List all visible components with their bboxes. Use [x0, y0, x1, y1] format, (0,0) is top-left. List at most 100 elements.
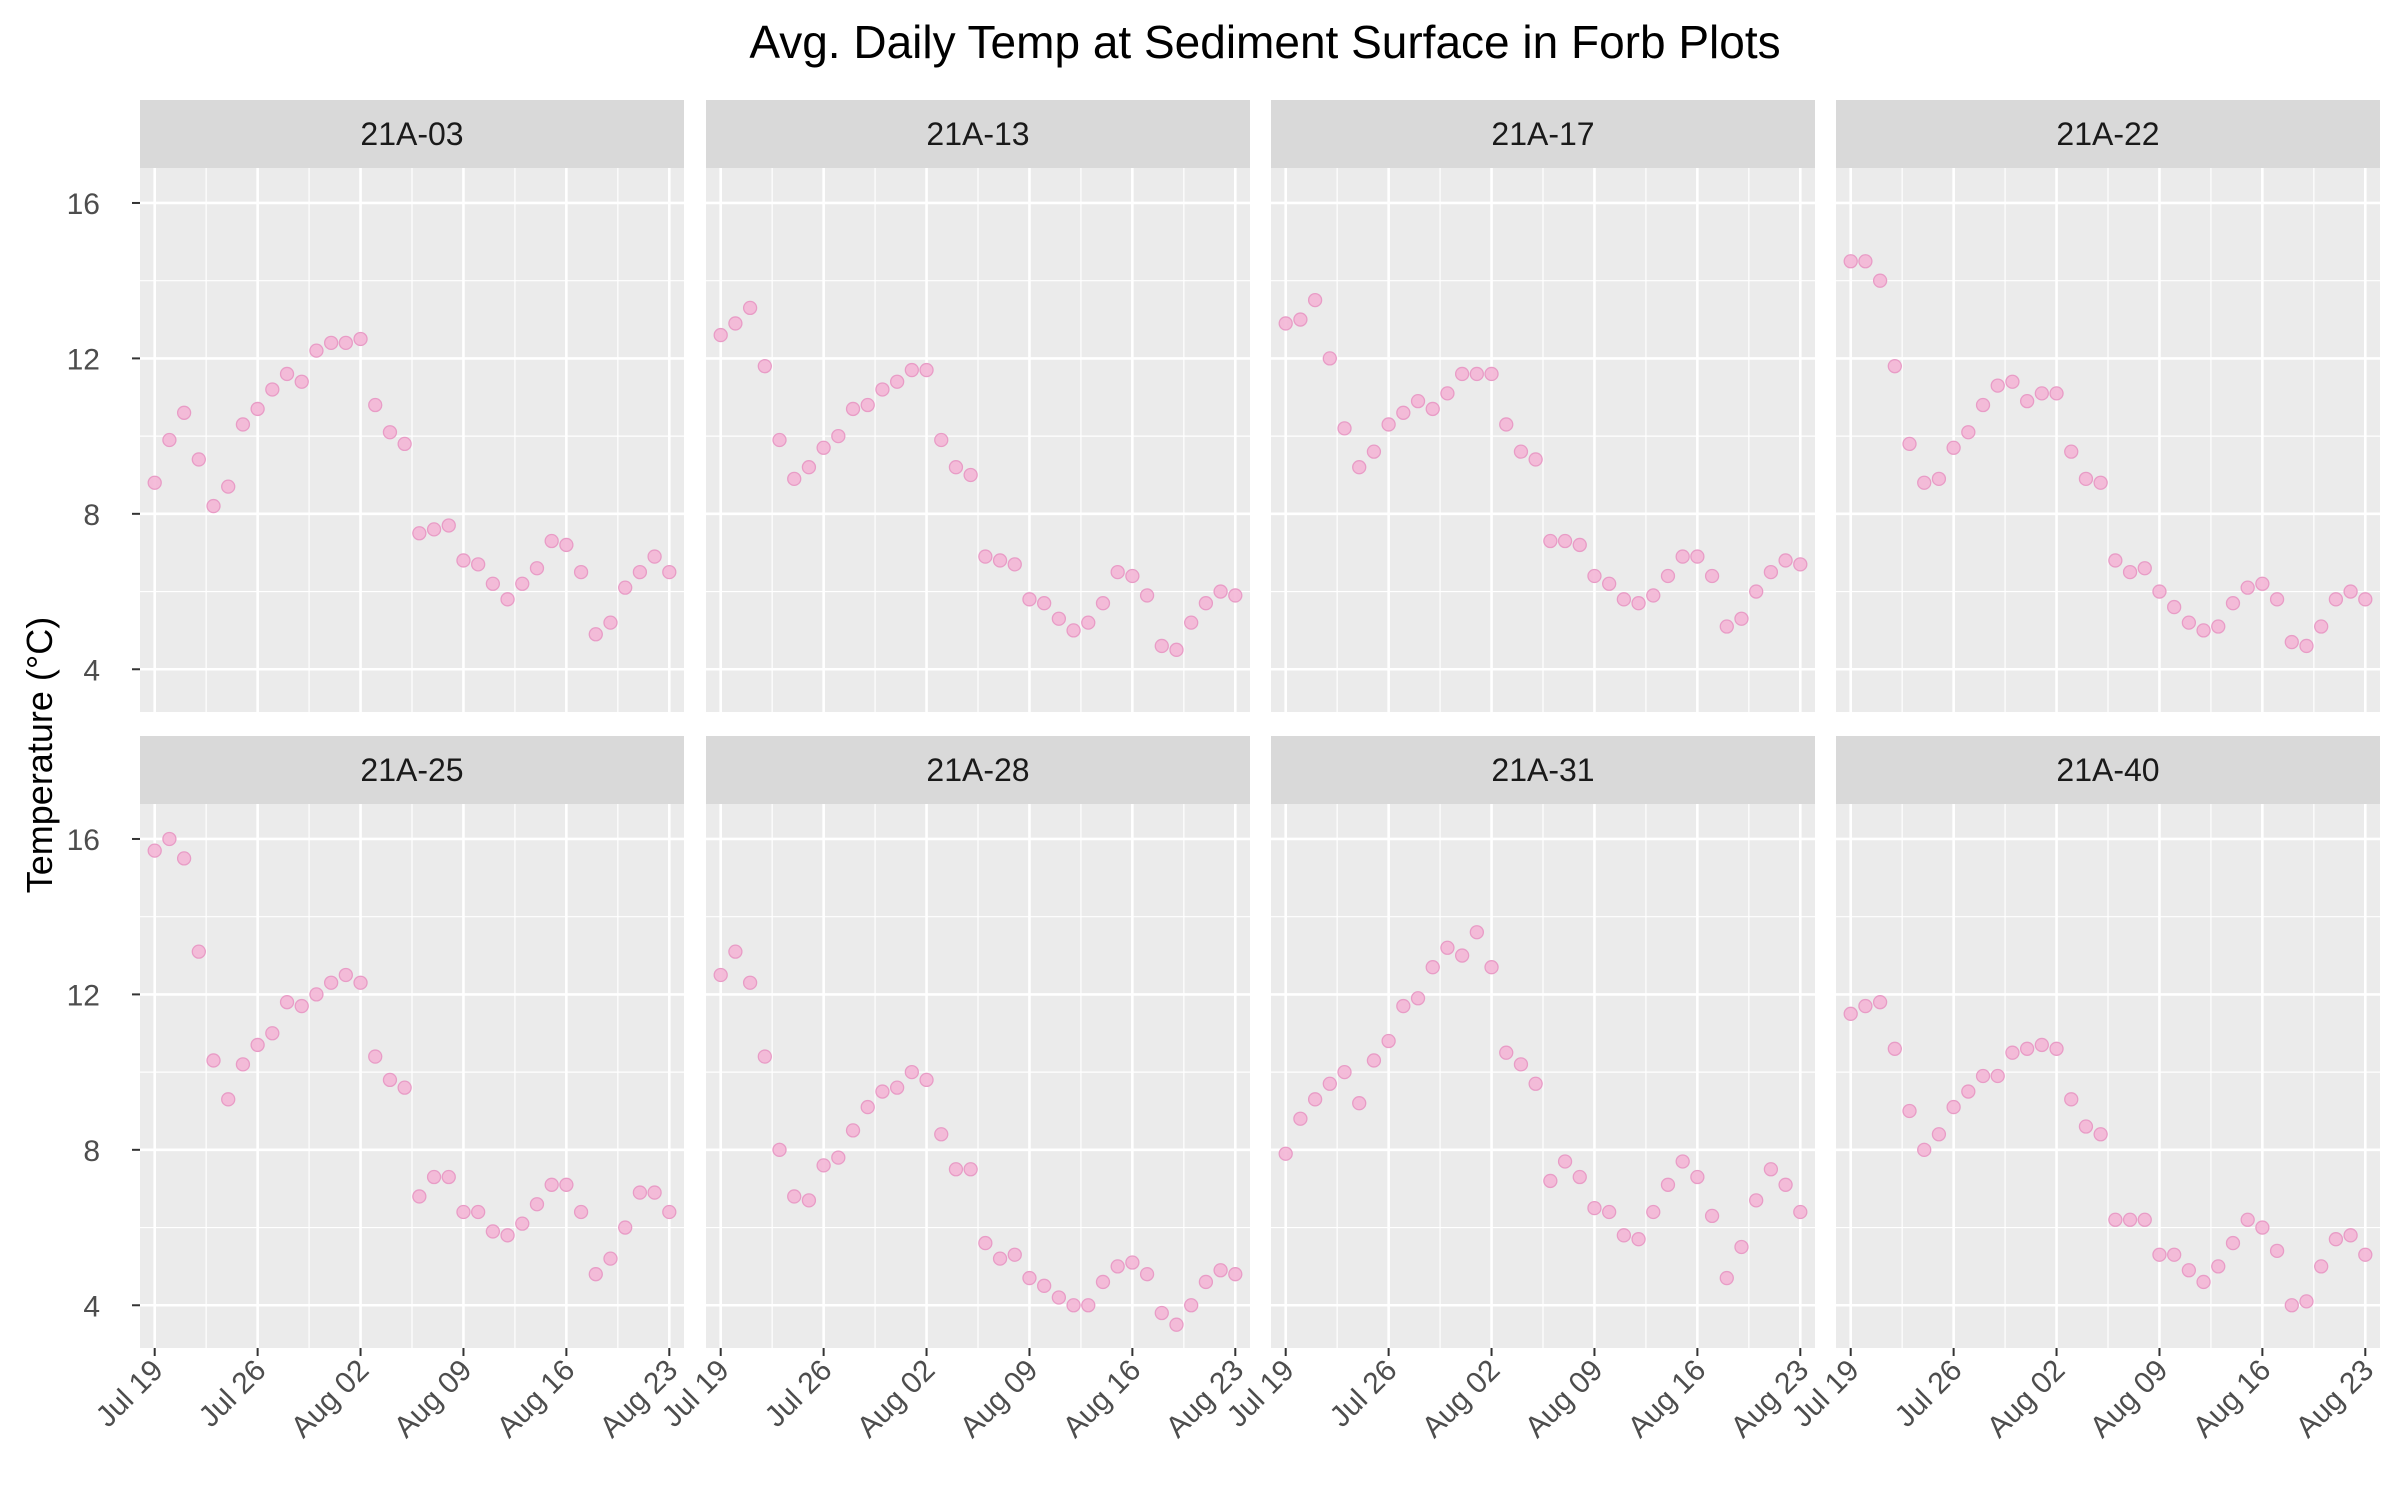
data-point [2284, 634, 2299, 650]
facet-panel: 21A-22 [1836, 100, 2380, 712]
data-point [1198, 1274, 1214, 1290]
data-point [1872, 273, 1888, 288]
data-point [397, 436, 412, 452]
data-point [2211, 1259, 2226, 1274]
facet-panel: 21A-03 4 8 12 16 [67, 100, 684, 712]
data-point [2049, 1041, 2064, 1056]
data-point [1858, 998, 1873, 1014]
data-point [588, 627, 603, 642]
data-point [2093, 475, 2108, 490]
data-point [1931, 471, 1947, 487]
data-point [206, 1053, 221, 1068]
data-point [1543, 533, 1558, 549]
data-point [1007, 557, 1022, 572]
data-point [772, 432, 787, 448]
data-point [294, 998, 309, 1014]
data-point [588, 1267, 603, 1282]
data-point [662, 564, 677, 580]
data-point [1946, 440, 1961, 455]
data-point [1007, 1247, 1022, 1262]
data-point [1051, 1290, 1067, 1305]
data-point [573, 1204, 589, 1220]
data-point [2211, 619, 2226, 634]
data-point [1184, 1298, 1199, 1313]
data-point [757, 359, 772, 374]
data-point [618, 1220, 633, 1235]
data-point [2152, 1247, 2167, 1262]
data-point [441, 518, 456, 533]
data-point [2108, 1212, 2123, 1227]
y-tick-label: 8 [83, 499, 100, 532]
data-point [1154, 638, 1169, 654]
data-point [2137, 561, 2152, 576]
facet-strip-label: 21A-40 [2056, 752, 2159, 788]
data-point [1975, 397, 1991, 413]
data-point [2093, 1127, 2108, 1142]
data-point [529, 561, 545, 576]
data-point [265, 382, 280, 397]
data-point [471, 557, 486, 572]
data-point [1902, 436, 1917, 452]
data-point [2225, 1235, 2241, 1251]
data-point [2064, 444, 2079, 459]
data-point [1307, 292, 1323, 308]
data-point [2240, 1212, 2255, 1227]
data-point [948, 460, 964, 475]
data-point [1484, 960, 1499, 975]
data-point [2167, 599, 2182, 615]
data-point [603, 1251, 618, 1266]
data-point [2019, 1041, 2035, 1056]
data-point [1631, 596, 1646, 611]
data-point [206, 498, 221, 514]
data-point [1293, 1111, 1308, 1126]
data-point [279, 995, 295, 1010]
data-point [1572, 1169, 1587, 1185]
data-point [1440, 386, 1455, 401]
data-point [1352, 460, 1367, 475]
data-point [1454, 948, 1470, 963]
data-point [2299, 638, 2314, 654]
facet-panel: 21A-17 [1271, 100, 1815, 712]
data-point [1763, 1162, 1779, 1177]
data-point [1557, 1154, 1573, 1169]
data-point [176, 851, 192, 866]
data-point [573, 564, 589, 580]
data-point [1410, 991, 1426, 1006]
data-point [1719, 1270, 1734, 1286]
data-point [147, 475, 162, 490]
data-point [618, 580, 633, 595]
data-point [559, 537, 574, 553]
data-point [2064, 1092, 2079, 1107]
data-point [904, 1064, 919, 1080]
data-point [2225, 596, 2241, 611]
data-point [1213, 1263, 1228, 1278]
data-point [2122, 1212, 2138, 1227]
data-point [1843, 254, 1858, 269]
data-point [1690, 1169, 1705, 1185]
data-point [309, 987, 324, 1002]
facet-strip-label: 21A-31 [1491, 752, 1594, 788]
data-point [147, 843, 162, 858]
data-point [412, 1189, 427, 1204]
data-point [1704, 568, 1720, 584]
data-point [1961, 425, 1976, 440]
data-point [904, 362, 919, 378]
facet-strip [706, 736, 1250, 804]
data-point [1110, 1259, 1125, 1274]
data-point [191, 452, 206, 467]
data-point [1037, 596, 1052, 611]
data-point [1513, 1057, 1529, 1072]
data-point [1425, 960, 1440, 975]
data-point [647, 549, 662, 564]
data-point [2343, 1228, 2358, 1243]
data-point [963, 467, 978, 483]
data-point [1646, 1204, 1661, 1220]
data-point [338, 967, 353, 983]
data-point [1469, 925, 1484, 940]
data-point [221, 479, 236, 494]
facet-strip [1271, 736, 1815, 804]
data-point [1396, 998, 1411, 1014]
data-point [2078, 471, 2094, 487]
